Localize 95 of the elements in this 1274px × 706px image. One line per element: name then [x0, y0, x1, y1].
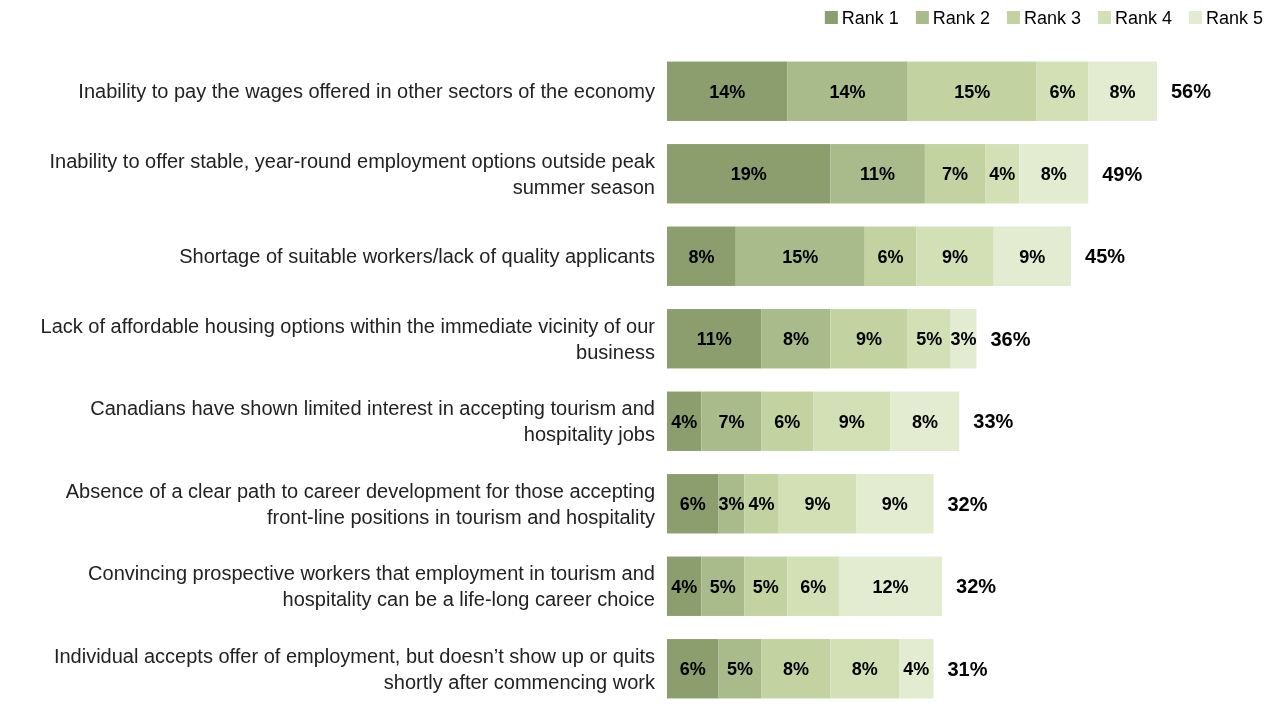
data-label: 9%: [881, 494, 908, 515]
data-label: 6%: [1049, 81, 1076, 102]
data-label: 8%: [851, 659, 878, 680]
data-label: 8%: [782, 659, 809, 680]
data-label: 4%: [903, 659, 930, 680]
bar: [778, 474, 857, 534]
data-label: 3%: [950, 329, 977, 350]
data-label: 9%: [1019, 246, 1046, 267]
bar: [744, 474, 779, 534]
data-label: 6%: [679, 659, 706, 680]
data-label: 5%: [727, 659, 754, 680]
total-label: 36%: [990, 327, 1031, 350]
data-label: 7%: [718, 411, 745, 432]
data-label: 3%: [718, 494, 745, 515]
bar: [718, 639, 762, 699]
bar: [761, 639, 831, 699]
data-label: 14%: [709, 81, 746, 102]
legend-label: Rank 1: [841, 8, 899, 29]
bar: [916, 226, 994, 286]
y-tick-label: Absence of a clear path to career development for those accepting front-line positions in tourism and hospitality: [65, 479, 655, 528]
bar: [667, 61, 788, 121]
bar: [667, 474, 719, 534]
total-label: 31%: [947, 657, 988, 680]
bar: [890, 391, 960, 451]
y-tick-label: Inability to offer stable, year-round employment options outside peak summer season: [49, 149, 656, 198]
bar: [701, 556, 745, 616]
data-label: 8%: [688, 246, 715, 267]
total-label: 45%: [1085, 245, 1126, 268]
total-label: 32%: [956, 575, 997, 598]
data-label: 6%: [877, 246, 904, 267]
y-tick-label: Shortage of suitable workers/lack of quality applicants: [179, 245, 655, 268]
data-label: 12%: [872, 576, 909, 597]
data-label: 6%: [774, 411, 801, 432]
bar: [761, 391, 814, 451]
bar: [830, 309, 908, 369]
bar: [924, 144, 986, 204]
bar: [907, 61, 1037, 121]
data-label: 6%: [679, 494, 706, 515]
data-label: 7%: [941, 164, 968, 185]
bar: [761, 309, 831, 369]
data-label: 8%: [1040, 164, 1067, 185]
bar: [830, 144, 925, 204]
data-label: 4%: [671, 411, 698, 432]
bar: [864, 226, 917, 286]
bar: [907, 309, 951, 369]
bar: [856, 474, 934, 534]
bar: [838, 556, 943, 616]
data-label: 4%: [671, 576, 698, 597]
bar: [830, 639, 900, 699]
data-label: 4%: [748, 494, 775, 515]
data-label: 11%: [696, 329, 732, 350]
bar: [993, 226, 1072, 286]
y-tick-label: Convincing prospective workers that employment in tourism and hospitality can be a life-long career choice: [88, 562, 655, 611]
data-label: 19%: [730, 164, 767, 185]
data-label: 8%: [1109, 81, 1136, 102]
bar: [667, 309, 762, 369]
total-label: 32%: [947, 492, 988, 515]
bar: [1088, 61, 1157, 121]
bar: [735, 226, 865, 286]
total-label: 49%: [1102, 162, 1143, 185]
bar: [1019, 144, 1089, 204]
data-label: 5%: [916, 329, 943, 350]
legend-label: Rank 3: [1023, 8, 1081, 29]
data-label: 14%: [829, 81, 866, 102]
bar: [667, 639, 719, 699]
bar: [701, 391, 762, 451]
data-label: 5%: [709, 576, 736, 597]
y-tick-label: Inability to pay the wages offered in other sectors of the economy: [78, 80, 655, 103]
bar: [787, 556, 839, 616]
bar: [787, 61, 908, 121]
data-label: 4%: [989, 164, 1016, 185]
y-tick-label: Individual accepts offer of employment, but doesn’t show up or quits shortly after commencing work: [53, 644, 656, 693]
total-label: 56%: [1171, 80, 1212, 103]
data-label: 9%: [856, 329, 883, 350]
bar: [744, 556, 788, 616]
data-label: 9%: [838, 411, 865, 432]
total-label: 33%: [973, 410, 1014, 433]
legend-label: Rank 4: [1114, 8, 1172, 29]
data-label: 11%: [860, 164, 896, 185]
data-label: 5%: [752, 576, 779, 597]
data-label: 6%: [800, 576, 827, 597]
data-label: 8%: [911, 411, 938, 432]
legend-label: Rank 5: [1205, 8, 1264, 29]
legend-label: Rank 2: [932, 8, 990, 29]
bar: [667, 226, 736, 286]
y-tick-label: Canadians have shown limited interest in accepting tourism and hospitality jobs: [90, 397, 655, 446]
bar: [1036, 61, 1089, 121]
y-tick-label: Lack of affordable housing options within the immediate vicinity of our business: [40, 314, 656, 363]
bar: [813, 391, 891, 451]
data-label: 15%: [954, 81, 991, 102]
data-label: 15%: [782, 246, 819, 267]
data-label: 9%: [941, 246, 968, 267]
data-label: 8%: [782, 329, 809, 350]
data-label: 9%: [804, 494, 831, 515]
bar: [667, 144, 831, 204]
